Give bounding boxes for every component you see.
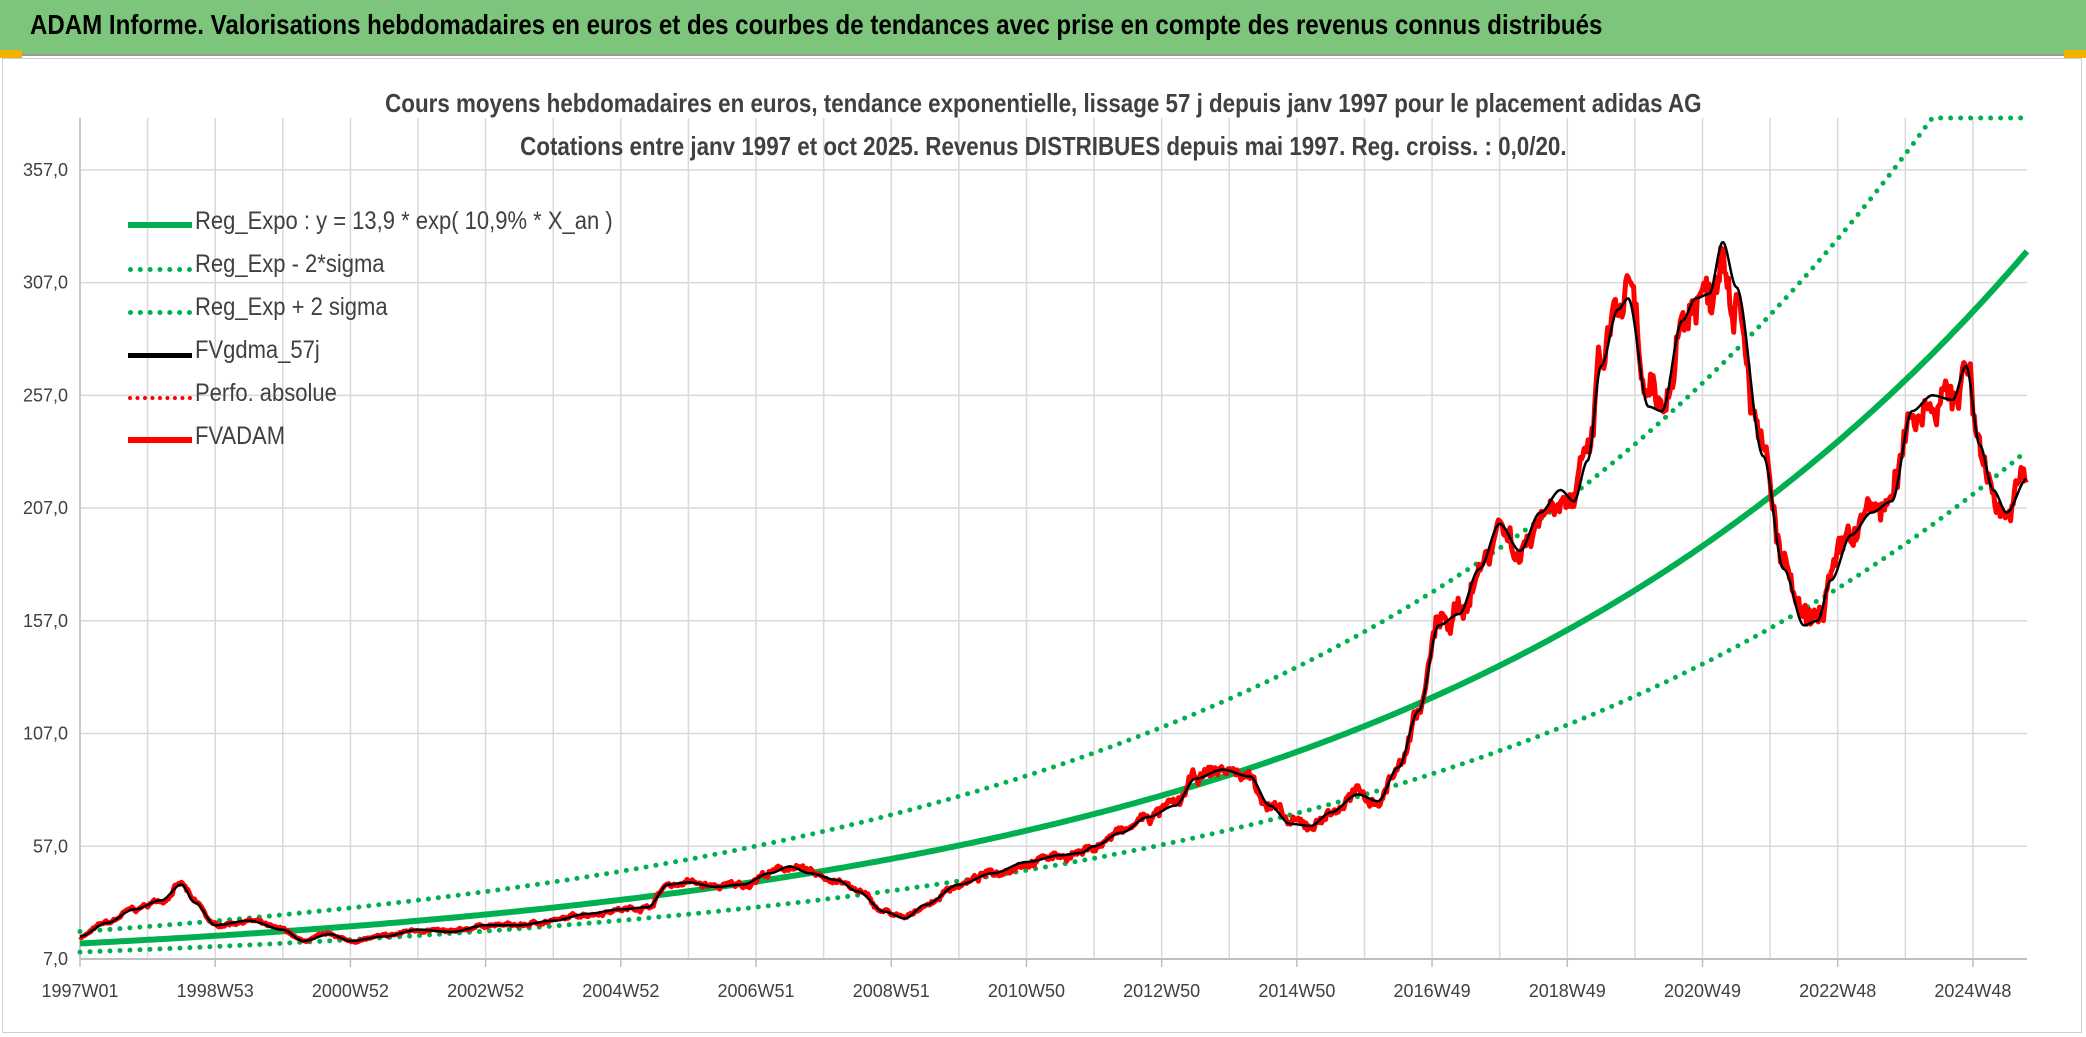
x-tick-labels: 1997W01 1998W53 2000W52 2002W52 2004W52 2006W… bbox=[41, 981, 2011, 1001]
x-tick-label: 2018W49 bbox=[1529, 981, 1606, 1001]
chart-subtitle: Cotations entre janv 1997 et oct 2025. R… bbox=[0, 131, 2086, 162]
legend-swatch-fvgdma bbox=[128, 353, 192, 358]
y-tick-label: 257,0 bbox=[23, 385, 68, 405]
legend-label-perfo-absolue: Perfo. absolue bbox=[195, 379, 337, 407]
legend-item-fvgdma: FVgdma_57j bbox=[128, 333, 688, 376]
x-tick-label: 1998W53 bbox=[177, 981, 254, 1001]
legend-label-reg-expo: Reg_Expo : y = 13,9 * exp( 10,9% * X_an … bbox=[195, 207, 613, 235]
series-reg-exp-plus-2sigma bbox=[77, 115, 2030, 934]
x-tick-label: 2004W52 bbox=[582, 981, 659, 1001]
banner-corner-right bbox=[2064, 50, 2086, 58]
legend-swatch-reg-expo bbox=[128, 222, 192, 228]
x-tick-label: 2006W51 bbox=[718, 981, 795, 1001]
series-fvgdma-57j bbox=[79, 240, 2027, 943]
legend-swatch-perfo-absolue bbox=[128, 396, 192, 400]
series-reg-expo bbox=[79, 249, 2030, 947]
legend-swatch-fvadam bbox=[128, 437, 192, 443]
axes bbox=[79, 118, 2027, 967]
y-tick-label: 207,0 bbox=[23, 498, 68, 518]
header-banner: ADAM Informe. Valorisations hebdomadaire… bbox=[0, 0, 2086, 56]
legend: Reg_Expo : y = 13,9 * exp( 10,9% * X_an … bbox=[128, 204, 688, 462]
page-title: ADAM Informe. Valorisations hebdomadaire… bbox=[30, 9, 1603, 40]
y-tick-label: 357,0 bbox=[23, 160, 68, 180]
y-tick-labels: 7,0 57,0 107,0 157,0 207,0 257,0 307,0 357,0 bbox=[23, 160, 68, 969]
x-tick-label: 2020W49 bbox=[1664, 981, 1741, 1001]
y-tick-label: 7,0 bbox=[43, 949, 68, 969]
legend-item-perfo-absolue: Perfo. absolue bbox=[128, 376, 688, 419]
legend-label-fvgdma: FVgdma_57j bbox=[195, 336, 320, 364]
x-tick-label: 2000W52 bbox=[312, 981, 389, 1001]
grid-lines bbox=[79, 118, 2027, 960]
chart-subtitle-text: Cotations entre janv 1997 et oct 2025. R… bbox=[519, 131, 1567, 161]
legend-swatch-reg-exp-minus bbox=[128, 267, 192, 272]
x-tick-label: 2002W52 bbox=[447, 981, 524, 1001]
banner-corner-left bbox=[0, 50, 22, 58]
x-tick-label: 2012W50 bbox=[1123, 981, 1200, 1001]
x-tick-label: 2022W48 bbox=[1799, 981, 1876, 1001]
x-tick-label: 2024W48 bbox=[1934, 981, 2011, 1001]
x-tick-label: 1997W01 bbox=[41, 981, 118, 1001]
legend-item-reg-exp-plus: Reg_Exp + 2 sigma bbox=[128, 290, 688, 333]
x-tick-label: 2016W49 bbox=[1394, 981, 1471, 1001]
y-tick-label: 107,0 bbox=[23, 724, 68, 744]
series-layer bbox=[77, 115, 2030, 955]
chart-title-text: Cours moyens hebdomadaires en euros, ten… bbox=[384, 88, 1702, 118]
chart-title: Cours moyens hebdomadaires en euros, ten… bbox=[0, 88, 2086, 119]
legend-item-reg-exp-minus: Reg_Exp - 2*sigma bbox=[128, 247, 688, 290]
series-reg-exp-minus-2sigma bbox=[77, 448, 2030, 955]
legend-item-fvadam: FVADAM bbox=[128, 419, 688, 462]
x-tick-label: 2010W50 bbox=[988, 981, 1065, 1001]
y-tick-label: 307,0 bbox=[23, 273, 68, 293]
legend-label-fvadam: FVADAM bbox=[195, 422, 286, 450]
legend-label-reg-exp-minus: Reg_Exp - 2*sigma bbox=[195, 250, 385, 278]
x-tick-label: 2008W51 bbox=[853, 981, 930, 1001]
legend-swatch-reg-exp-plus bbox=[128, 310, 192, 315]
x-tick-label: 2014W50 bbox=[1258, 981, 1335, 1001]
legend-item-reg-expo: Reg_Expo : y = 13,9 * exp( 10,9% * X_an … bbox=[128, 204, 688, 247]
legend-label-reg-exp-plus: Reg_Exp + 2 sigma bbox=[195, 293, 388, 321]
y-tick-label: 57,0 bbox=[33, 836, 68, 856]
chart-frame bbox=[2, 58, 2082, 1033]
y-tick-label: 157,0 bbox=[23, 611, 68, 631]
